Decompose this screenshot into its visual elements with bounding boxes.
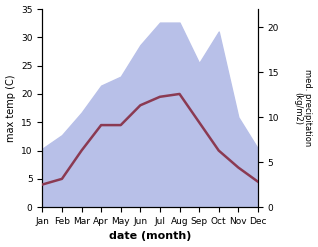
X-axis label: date (month): date (month) — [109, 231, 191, 242]
Y-axis label: max temp (C): max temp (C) — [5, 74, 16, 142]
Y-axis label: med. precipitation
(kg/m2): med. precipitation (kg/m2) — [293, 69, 313, 147]
